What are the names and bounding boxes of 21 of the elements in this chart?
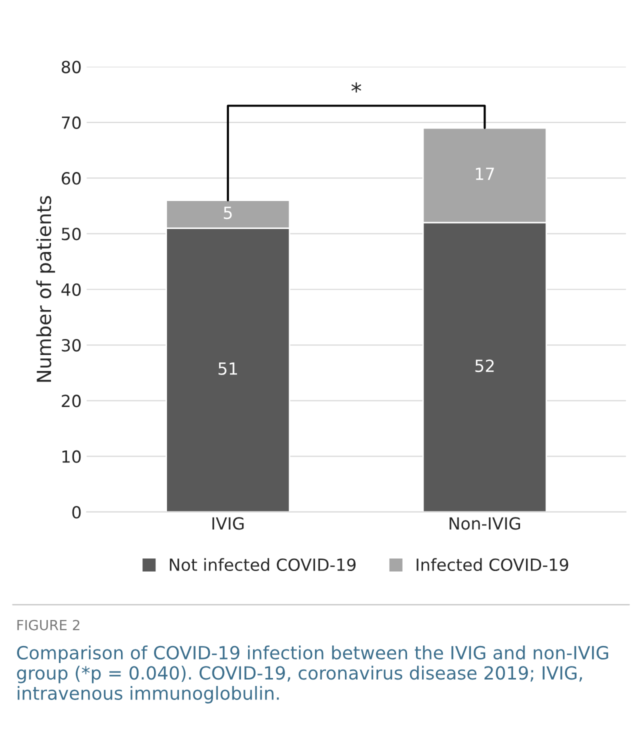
x-tick-label: Non-IVIG — [450, 517, 520, 530]
x-tick-label: IVIG — [212, 517, 244, 530]
y-tick-label: 30 — [62, 338, 81, 352]
y-tick-label: 10 — [62, 450, 81, 463]
caption: FIGURE 2 — [17, 620, 80, 630]
legend-label: Infected COVID-19 — [416, 558, 568, 572]
data-label: 51 — [218, 362, 237, 375]
text: Comparison of COVID-19 infection between the IVIG and non-IVIG group (*p = 0.040). COVID-19, coronavirus disease 2019; IVIG, intravenous immunoglobulin. — [17, 646, 608, 704]
annotation: * — [351, 82, 362, 93]
y-tick-label: 40 — [61, 283, 81, 296]
y-axis-title: Number of patients — [36, 196, 56, 382]
data-label: 52 — [475, 360, 494, 372]
y-tick-label: 70 — [62, 116, 81, 129]
y-tick-label: 80 — [62, 60, 81, 74]
legend-label: Not infected COVID-19 — [170, 558, 356, 572]
y-tick-label: 50 — [62, 228, 81, 240]
data-label: 5 — [224, 206, 232, 220]
y-tick-label: 0 — [72, 506, 81, 519]
y-tick-label: 60 — [62, 172, 81, 185]
data-label: 17 — [476, 168, 494, 180]
y-tick-label: 20 — [62, 394, 81, 408]
